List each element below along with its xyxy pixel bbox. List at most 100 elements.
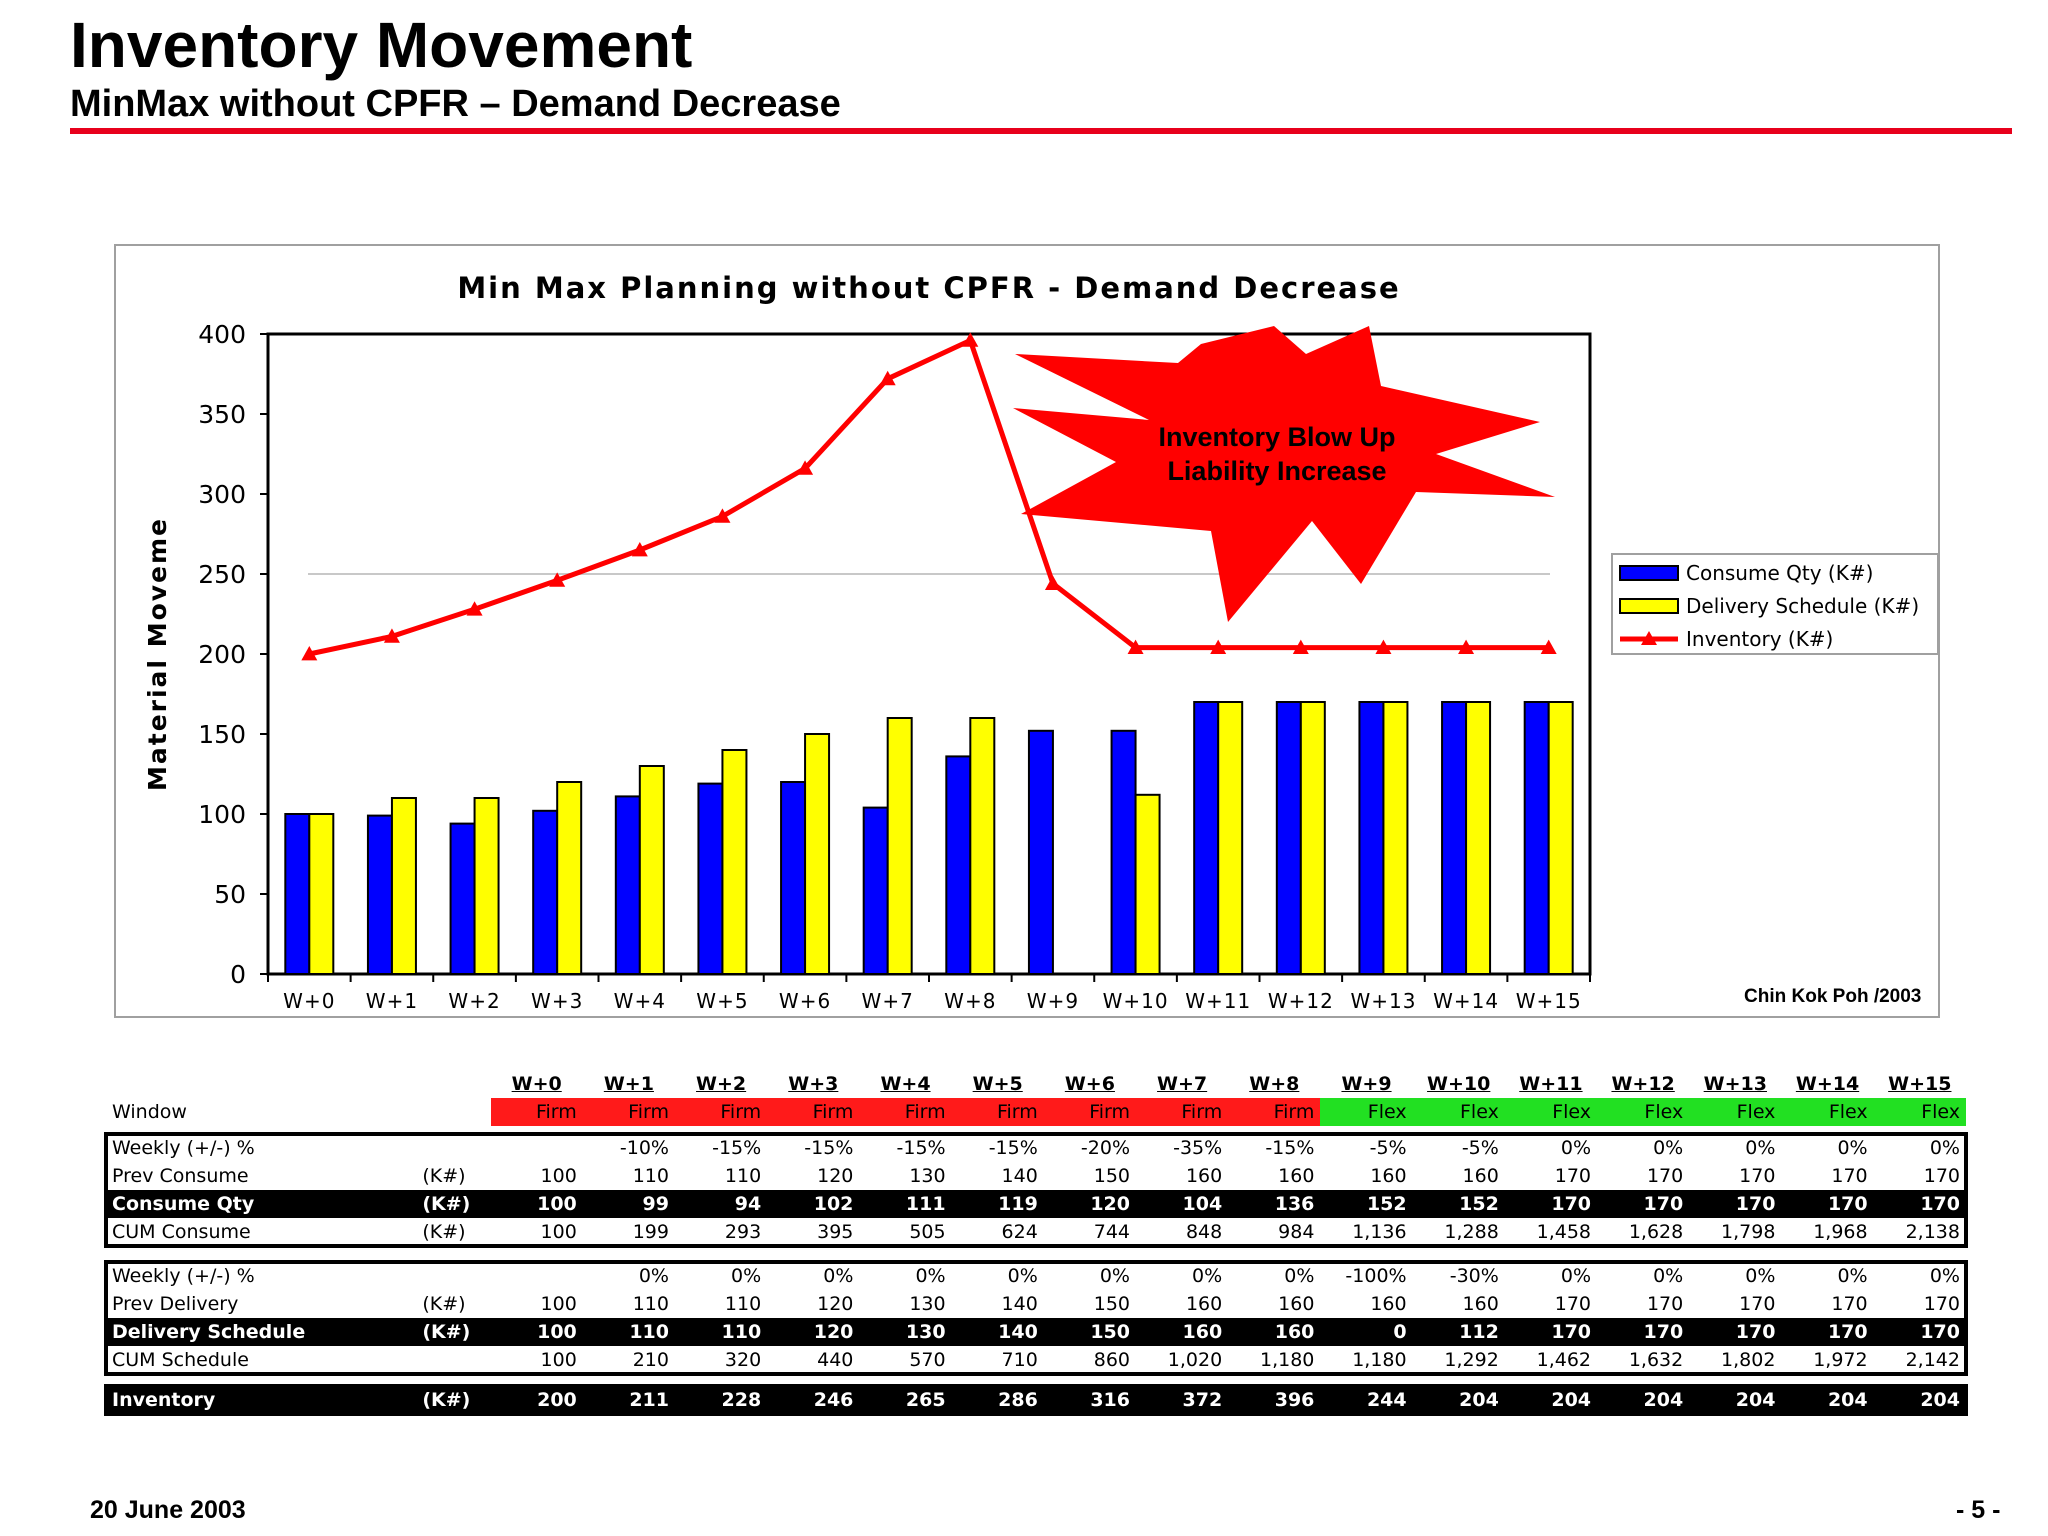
footer-date: 20 June 2003 bbox=[90, 1496, 246, 1524]
bar-delivery bbox=[556, 781, 583, 975]
page-title: Inventory Movement bbox=[70, 9, 693, 81]
row-unit: (K#) bbox=[416, 1318, 491, 1346]
x-tick-label: W+10 bbox=[1103, 989, 1169, 1013]
window-cell: Firm bbox=[859, 1098, 952, 1126]
x-tick-label: W+4 bbox=[614, 989, 666, 1013]
value-cell: 286 bbox=[951, 1386, 1044, 1414]
value-cell: 94 bbox=[674, 1190, 768, 1218]
value-cell: 140 bbox=[1001, 1293, 1038, 1315]
value-cell: 1,180 bbox=[1352, 1349, 1407, 1371]
window-cell: Flex bbox=[1597, 1098, 1690, 1126]
bar-delivery bbox=[1217, 701, 1244, 975]
consume-row: CUM Consume (K#) 100 199 293 395 505 624 744 848 9… bbox=[106, 1218, 1966, 1246]
week-header-row: W+0 W+1 W+2 W+3 W+4 W+5 W+6 W+7 W+8 W+9 W+10 W+11 W+… bbox=[106, 1070, 1966, 1098]
bar-consume bbox=[1193, 701, 1220, 975]
value-cell: 100 bbox=[540, 1165, 577, 1187]
window-cell: Firm bbox=[490, 1098, 583, 1126]
inventory-point bbox=[301, 646, 318, 661]
value-cell: -15% bbox=[712, 1137, 762, 1159]
callout-line2: Liability Increase bbox=[1167, 456, 1386, 486]
value-cell: 110 bbox=[674, 1318, 768, 1346]
y-tick-label: 150 bbox=[198, 720, 246, 749]
value-cell: -100% bbox=[1345, 1265, 1407, 1287]
week-header: W+0 bbox=[511, 1073, 562, 1095]
bar-consume bbox=[284, 813, 311, 975]
value-cell: 860 bbox=[1093, 1349, 1130, 1371]
value-cell: -10% bbox=[619, 1137, 669, 1159]
window-cell: Flex bbox=[1781, 1098, 1874, 1126]
window-cell: Firm bbox=[1136, 1098, 1229, 1126]
value-cell: -15% bbox=[804, 1137, 854, 1159]
y-tick-label: 400 bbox=[198, 320, 246, 349]
value-cell: -15% bbox=[1265, 1137, 1315, 1159]
row-label: Weekly (+/-) % bbox=[112, 1265, 255, 1287]
x-tick-label: W+13 bbox=[1350, 989, 1416, 1013]
bar-delivery bbox=[473, 797, 500, 975]
bar-consume bbox=[1027, 729, 1054, 975]
bar-delivery bbox=[886, 717, 913, 975]
value-cell: 119 bbox=[951, 1190, 1044, 1218]
value-cell: 160 bbox=[1185, 1165, 1223, 1187]
y-tick-label: 0 bbox=[230, 960, 246, 989]
value-cell: -5% bbox=[1461, 1137, 1499, 1159]
value-cell: -35% bbox=[1173, 1137, 1223, 1159]
value-cell: 0% bbox=[1745, 1265, 1776, 1287]
legend-swatch bbox=[1619, 598, 1679, 614]
value-cell: 395 bbox=[817, 1221, 854, 1243]
value-cell: 0% bbox=[1653, 1137, 1684, 1159]
value-cell: 170 bbox=[1597, 1318, 1690, 1346]
value-cell: 265 bbox=[859, 1386, 952, 1414]
value-cell: 204 bbox=[1504, 1386, 1598, 1414]
value-cell: 1,462 bbox=[1536, 1349, 1592, 1371]
window-cell: Flex bbox=[1873, 1098, 1966, 1126]
value-cell: 100 bbox=[540, 1293, 577, 1315]
value-cell: 505 bbox=[909, 1221, 946, 1243]
value-cell: 120 bbox=[1043, 1190, 1136, 1218]
x-tick-label: W+2 bbox=[448, 989, 500, 1013]
inventory-line bbox=[308, 336, 1549, 657]
value-cell: -20% bbox=[1080, 1137, 1130, 1159]
consume-table: Weekly (+/-) % -10% -15% -15% -15% -15% -20% -3… bbox=[104, 1132, 1968, 1248]
value-cell: 1,136 bbox=[1352, 1221, 1407, 1243]
value-cell: 130 bbox=[859, 1318, 952, 1346]
value-cell: 170 bbox=[1504, 1190, 1598, 1218]
consume-row: Prev Consume (K#) 100 110 110 120 130 140 150 160… bbox=[106, 1162, 1966, 1190]
value-cell: 150 bbox=[1043, 1318, 1136, 1346]
window-row: Window Firm Firm Firm Firm Firm Firm Firm Firm Fi… bbox=[106, 1098, 1966, 1126]
delivery-row: CUM Schedule 100 210 320 440 570 710 860 1,020 1,… bbox=[106, 1346, 1966, 1374]
value-cell: 204 bbox=[1689, 1386, 1782, 1414]
value-cell: 99 bbox=[582, 1190, 675, 1218]
bar-consume bbox=[1275, 701, 1302, 975]
value-cell: 0 bbox=[1320, 1318, 1413, 1346]
value-cell: 0% bbox=[1284, 1265, 1315, 1287]
row-unit: (K#) bbox=[422, 1293, 466, 1315]
chart-title: Min Max Planning without CPFR - Demand D… bbox=[457, 271, 1400, 305]
value-cell: 204 bbox=[1873, 1386, 1966, 1414]
inventory-table: Inventory (K#) 200 211 228 246 265 286 316 372 396… bbox=[104, 1384, 1968, 1416]
value-cell: 170 bbox=[1646, 1165, 1684, 1187]
inventory-point bbox=[714, 508, 731, 523]
consume-row: Weekly (+/-) % -10% -15% -15% -15% -15% -20% -3… bbox=[106, 1134, 1966, 1162]
x-tick-label: W+15 bbox=[1516, 989, 1582, 1013]
value-cell: 293 bbox=[724, 1221, 762, 1243]
inventory-point bbox=[797, 460, 814, 475]
value-cell bbox=[491, 1134, 583, 1162]
row-label: CUM Schedule bbox=[112, 1349, 249, 1371]
inventory-point bbox=[879, 370, 896, 386]
value-cell: 160 bbox=[1228, 1318, 1321, 1346]
week-header: W+7 bbox=[1157, 1073, 1208, 1095]
y-axis-label: Material Moveme bbox=[143, 517, 172, 791]
legend-label: Inventory (K#) bbox=[1686, 627, 1833, 651]
window-cell: Firm bbox=[1228, 1098, 1321, 1126]
bar-delivery bbox=[638, 765, 665, 975]
row-label: Window bbox=[112, 1101, 187, 1123]
value-cell: -15% bbox=[988, 1137, 1038, 1159]
value-cell: 710 bbox=[1001, 1349, 1038, 1371]
value-cell: 244 bbox=[1320, 1386, 1413, 1414]
value-cell: 120 bbox=[817, 1293, 854, 1315]
value-cell: 0% bbox=[1099, 1265, 1130, 1287]
delivery-row: Weekly (+/-) % 0% 0% 0% 0% 0% 0% 0% 0% -100% -30% 0… bbox=[106, 1262, 1966, 1290]
delivery-row: Delivery Schedule (K#) 100 110 110 120 130 140 1… bbox=[106, 1318, 1966, 1346]
value-cell: 570 bbox=[909, 1349, 946, 1371]
value-cell: 111 bbox=[859, 1190, 952, 1218]
